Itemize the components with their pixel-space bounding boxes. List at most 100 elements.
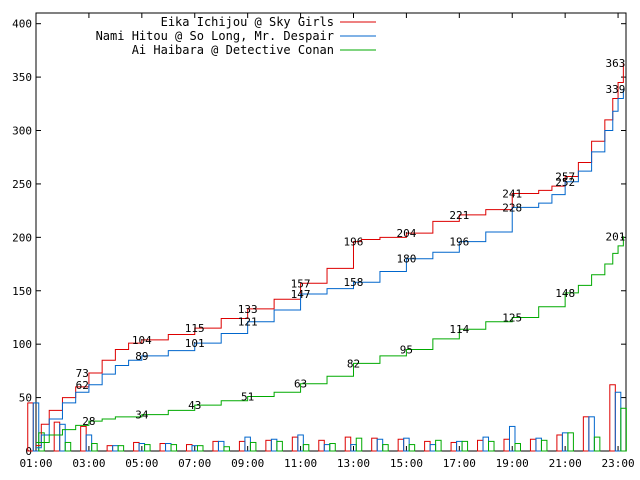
point-label-0-6: 204 bbox=[396, 227, 416, 240]
x-tick-label: 01:00 bbox=[19, 457, 52, 470]
point-label-0-10: 363 bbox=[605, 57, 625, 70]
point-label-0-2: 115 bbox=[185, 322, 205, 335]
bar-0-12 bbox=[318, 439, 325, 452]
x-tick-label: 09:00 bbox=[231, 457, 264, 470]
bar-1-11 bbox=[297, 434, 304, 452]
x-tick-label: 19:00 bbox=[496, 457, 529, 470]
bar-2-7 bbox=[196, 445, 204, 452]
bar-0-19 bbox=[503, 438, 510, 452]
point-labels: 73 104 115 133 157 196 204 221 241 257 363 62 89 101 1… bbox=[76, 57, 626, 428]
bar-0-4 bbox=[106, 445, 114, 452]
point-label-1-8: 228 bbox=[502, 201, 522, 214]
bar-2-13 bbox=[355, 437, 363, 452]
y-tick-label: 0 bbox=[25, 445, 32, 458]
point-label-1-2: 101 bbox=[185, 337, 205, 350]
bar-0-18 bbox=[477, 439, 484, 452]
bar-0-10 bbox=[265, 439, 272, 452]
bar-0-13 bbox=[344, 436, 352, 452]
bar-0-6 bbox=[159, 443, 167, 452]
point-label-2-7: 114 bbox=[449, 323, 469, 336]
x-tick-label: 23:00 bbox=[602, 457, 635, 470]
point-label-0-7: 221 bbox=[449, 209, 469, 222]
plot-frame bbox=[35, 12, 627, 452]
point-label-1-3: 121 bbox=[238, 316, 258, 329]
bar-0-11 bbox=[291, 436, 299, 452]
bar-1-19 bbox=[508, 425, 516, 452]
bar-2-18 bbox=[488, 440, 495, 452]
bar-0-14 bbox=[371, 437, 378, 452]
bar-0-9 bbox=[238, 440, 246, 452]
x-tick-label: 21:00 bbox=[549, 457, 582, 470]
point-label-0-4: 157 bbox=[291, 277, 311, 290]
y-tick-label: 200 bbox=[12, 231, 32, 244]
x-tick-label: 11:00 bbox=[284, 457, 317, 470]
bar-1-2 bbox=[59, 423, 66, 452]
bar-2-21 bbox=[567, 432, 574, 452]
bar-0-5 bbox=[133, 441, 140, 452]
bar-0-23 bbox=[609, 384, 616, 452]
bar-1-22 bbox=[588, 416, 595, 452]
point-label-1-9: 252 bbox=[555, 176, 575, 189]
point-label-0-3: 133 bbox=[238, 303, 258, 316]
bar-0-20 bbox=[529, 438, 537, 452]
point-label-2-0: 28 bbox=[82, 415, 95, 428]
legend-label-2: Ai Haibara @ Detective Conan bbox=[132, 43, 334, 57]
bar-0-15 bbox=[397, 438, 405, 452]
y-tick-label: 250 bbox=[12, 178, 32, 191]
bar-0-22 bbox=[582, 416, 590, 452]
point-label-1-6: 180 bbox=[396, 253, 416, 266]
bar-0-7 bbox=[185, 444, 193, 452]
point-label-2-10: 201 bbox=[605, 230, 625, 243]
x-tick-label: 05:00 bbox=[125, 457, 158, 470]
bar-2-17 bbox=[461, 440, 469, 452]
bar-1-12 bbox=[323, 444, 331, 452]
y-tick-label: 400 bbox=[12, 18, 32, 31]
bar-2-5 bbox=[144, 444, 151, 452]
point-label-2-9: 148 bbox=[555, 287, 575, 300]
point-label-2-3: 51 bbox=[241, 391, 254, 404]
x-tick-label: 13:00 bbox=[337, 457, 370, 470]
bar-2-14 bbox=[382, 444, 389, 452]
bar-1-10 bbox=[270, 438, 278, 452]
bar-2-10 bbox=[276, 440, 283, 452]
bar-1-18 bbox=[482, 436, 490, 452]
bar-0-2 bbox=[53, 421, 61, 452]
x-tick-label: 15:00 bbox=[390, 457, 423, 470]
x-tick-label: 03:00 bbox=[72, 457, 105, 470]
point-label-2-6: 95 bbox=[400, 344, 413, 357]
bar-2-20 bbox=[540, 439, 548, 452]
bar-2-19 bbox=[514, 443, 521, 452]
bar-2-15 bbox=[408, 444, 416, 452]
point-label-2-1: 34 bbox=[135, 409, 149, 422]
point-label-0-9: 257 bbox=[555, 170, 575, 183]
point-label-1-0: 62 bbox=[76, 379, 89, 392]
cumulative-lines bbox=[36, 63, 624, 449]
bar-2-11 bbox=[302, 444, 310, 452]
bar-1-23 bbox=[614, 391, 622, 452]
point-label-2-5: 82 bbox=[347, 357, 360, 370]
bar-1-4 bbox=[112, 445, 119, 452]
y-tick-label: 50 bbox=[19, 392, 32, 405]
bar-0-21 bbox=[556, 434, 563, 452]
legend: Eika Ichijou @ Sky Girls Nami Hitou @ So… bbox=[96, 15, 376, 57]
histogram-bars bbox=[27, 384, 627, 452]
point-label-1-1: 89 bbox=[135, 350, 148, 363]
bar-2-8 bbox=[223, 446, 230, 452]
point-label-2-4: 63 bbox=[294, 378, 307, 391]
point-label-2-2: 43 bbox=[188, 399, 201, 412]
bar-2-2 bbox=[64, 441, 72, 452]
point-label-0-0: 73 bbox=[76, 367, 89, 380]
bar-0-3 bbox=[80, 425, 87, 452]
axes: 0 50 100 150 200 250 300 350 400 01:00 03:00 05:00 0… bbox=[12, 12, 635, 470]
point-label-2-8: 125 bbox=[502, 311, 522, 324]
point-label-1-7: 196 bbox=[449, 236, 469, 249]
bar-1-3 bbox=[85, 434, 93, 452]
point-label-0-8: 241 bbox=[502, 188, 522, 201]
legend-label-1: Nami Hitou @ So Long, Mr. Despair bbox=[96, 29, 334, 43]
legend-label-0: Eika Ichijou @ Sky Girls bbox=[161, 15, 334, 29]
y-tick-label: 350 bbox=[12, 71, 32, 84]
series-line-0 bbox=[36, 63, 624, 447]
point-label-1-4: 147 bbox=[291, 288, 311, 301]
point-label-0-1: 104 bbox=[132, 334, 152, 347]
bar-0-17 bbox=[450, 441, 458, 452]
